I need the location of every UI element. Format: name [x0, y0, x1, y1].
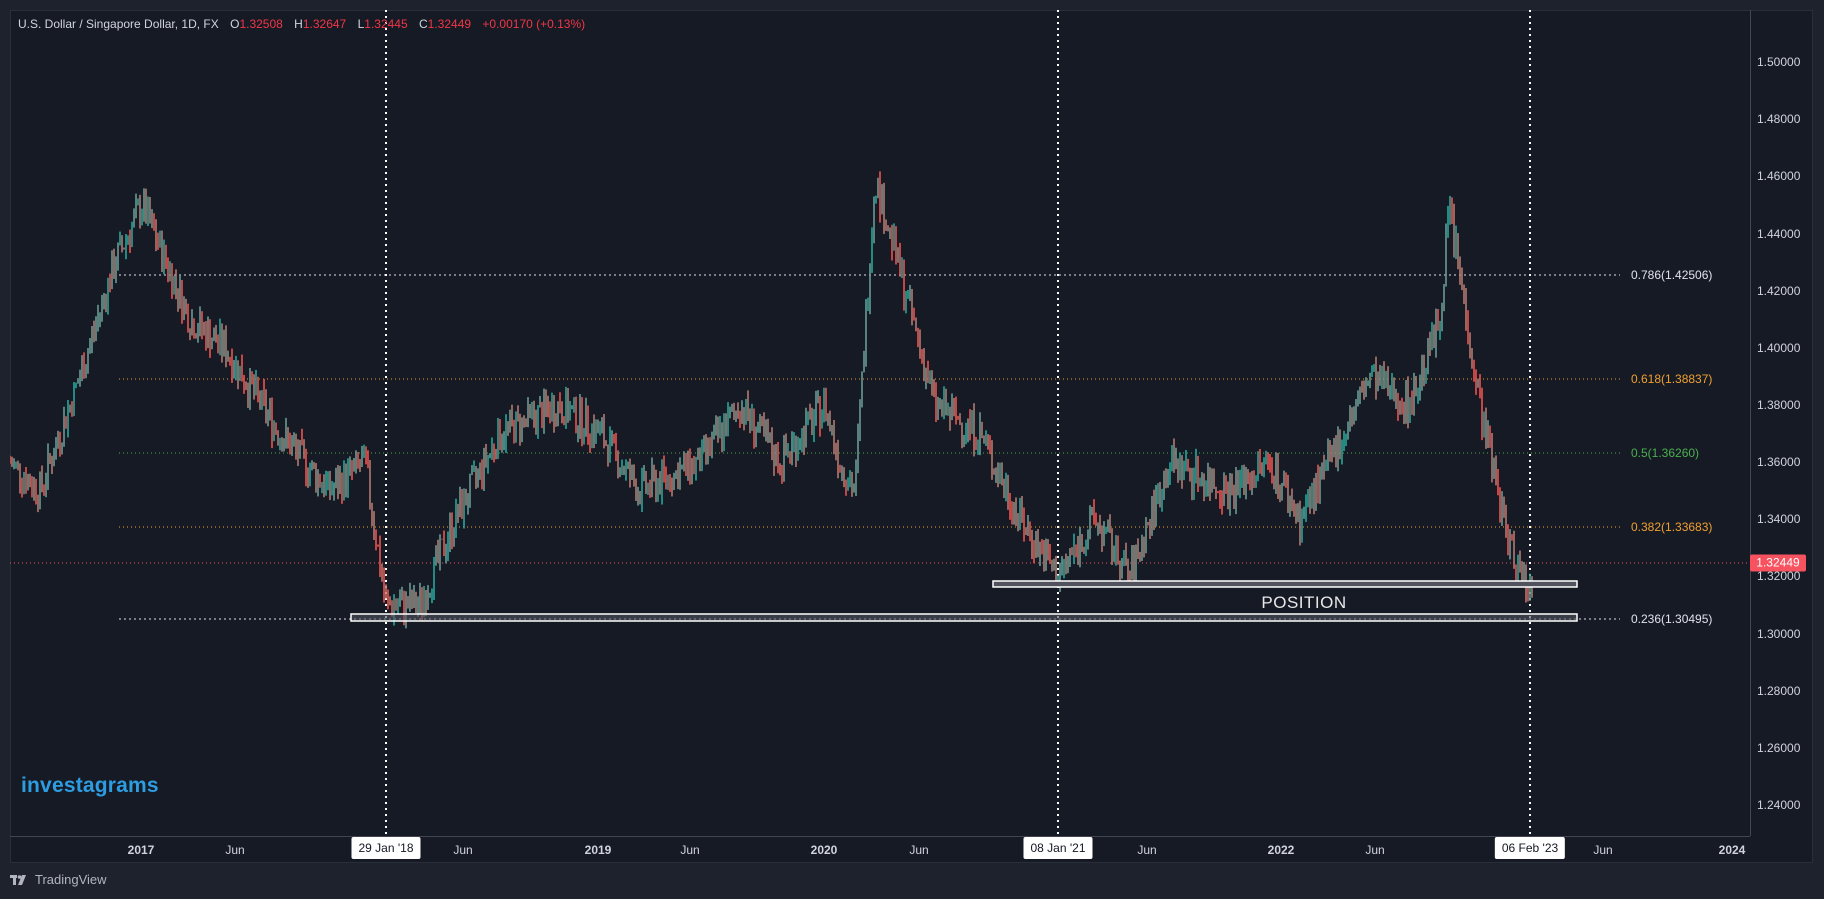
fib-label-05: 0.5(1.36260) [1631, 446, 1700, 460]
y-tick-label: 1.26000 [1757, 740, 1801, 755]
y-tick-label: 1.42000 [1757, 283, 1801, 298]
x-tick-jun-2023: Jun [1593, 843, 1613, 857]
chart-panel [10, 10, 1813, 863]
x-tick-2022: 2022 [1267, 843, 1295, 857]
position-label: POSITION [1261, 593, 1347, 612]
y-tick-label: 1.44000 [1757, 226, 1801, 241]
price-chart-svg [10, 10, 1750, 836]
low-label: L [357, 17, 365, 31]
open-value: 1.32508 [239, 17, 283, 31]
y-tick-label: 1.46000 [1757, 169, 1801, 184]
fib-label-0236: 0.236(1.30495) [1631, 612, 1713, 626]
x-tick-jun-2017: Jun [225, 843, 245, 857]
candlestick-series [10, 171, 1533, 629]
change-value: +0.00170 (+0.13%) [482, 17, 586, 31]
x-tick-2019: 2019 [584, 843, 612, 857]
y-tick-label: 1.30000 [1757, 626, 1801, 641]
tradingview-logo-icon [10, 874, 26, 885]
x-marker-label-jan18: 29 Jan '18 [351, 837, 421, 859]
high-label: H [294, 17, 303, 31]
y-tick-label: 1.48000 [1757, 112, 1801, 127]
symbol-legend: U.S. Dollar / Singapore Dollar, 1D, FX O… [18, 17, 585, 31]
chart-plot-area[interactable] [10, 10, 1750, 836]
tradingview-footer[interactable]: TradingView [10, 872, 107, 887]
x-marker-label-jan21: 08 Jan '21 [1023, 837, 1093, 859]
position-box-lower[interactable] [350, 613, 1578, 622]
high-value: 1.32647 [302, 17, 347, 31]
y-tick-label: 1.28000 [1757, 683, 1801, 698]
y-tick-label: 1.32000 [1757, 569, 1801, 584]
investagrams-watermark: investagrams [21, 774, 159, 797]
symbol-title: U.S. Dollar / Singapore Dollar, 1D, FX [18, 17, 219, 31]
last-price-tag: 1.32449 [1750, 554, 1806, 572]
x-tick-jun-2022: Jun [1365, 843, 1385, 857]
tradingview-text: TradingView [35, 872, 107, 887]
y-tick-label: 1.50000 [1757, 55, 1801, 70]
close-label: C [419, 17, 428, 31]
fib-label-0618: 0.618(1.38837) [1631, 372, 1713, 386]
position-box-upper[interactable] [992, 580, 1578, 588]
x-tick-jun-2021: Jun [1137, 843, 1157, 857]
x-tick-jun-2019: Jun [680, 843, 700, 857]
x-tick-2020: 2020 [810, 843, 838, 857]
y-tick-label: 1.40000 [1757, 340, 1801, 355]
x-tick-jun-2018: Jun [453, 843, 473, 857]
y-tick-label: 1.36000 [1757, 455, 1801, 470]
close-value: 1.32449 [427, 17, 472, 31]
x-tick-2024: 2024 [1718, 843, 1746, 857]
fib-label-0786: 0.786(1.42506) [1631, 268, 1713, 282]
x-tick-2017: 2017 [127, 843, 155, 857]
time-axis[interactable] [10, 836, 1750, 864]
x-marker-label-feb23: 06 Feb '23 [1494, 837, 1566, 859]
price-axis[interactable] [1750, 10, 1814, 836]
x-tick-jun-2020: Jun [909, 843, 929, 857]
y-tick-label: 1.38000 [1757, 398, 1801, 412]
y-tick-label: 1.24000 [1757, 797, 1801, 812]
low-value: 1.32445 [364, 17, 408, 31]
fib-label-0382: 0.382(1.33683) [1631, 520, 1713, 534]
y-tick-label: 1.34000 [1757, 512, 1801, 527]
open-label: O [230, 17, 240, 31]
